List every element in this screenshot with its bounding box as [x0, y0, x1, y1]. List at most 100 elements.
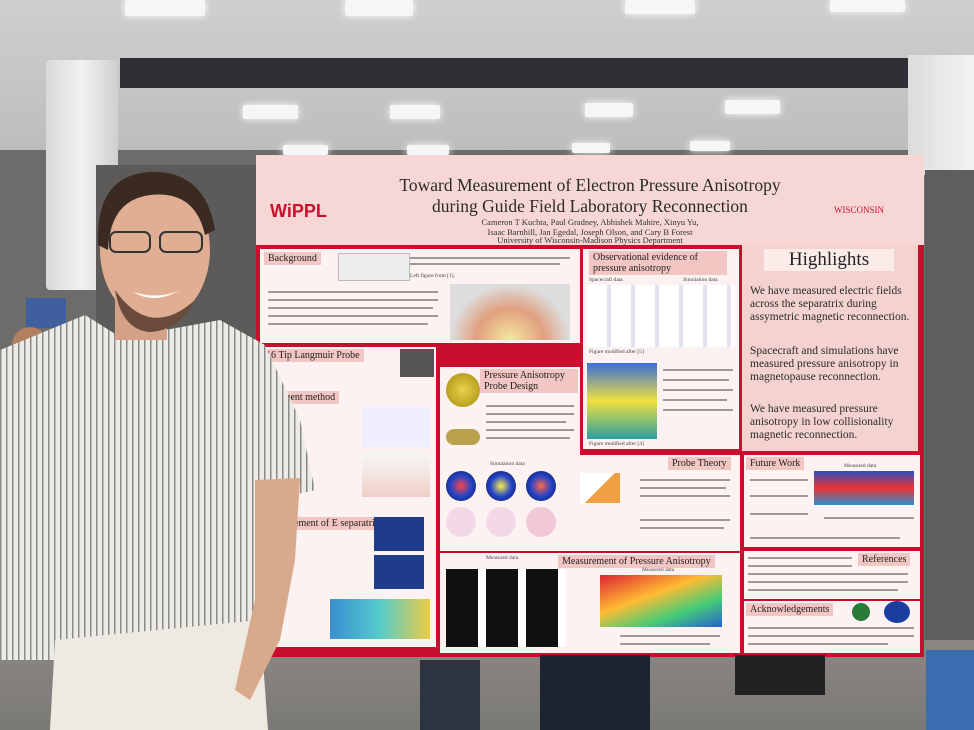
text-line: [663, 409, 733, 411]
figure: [486, 507, 516, 537]
figure: [338, 253, 410, 281]
highlight-item: We have measured pressure anisotropy in …: [750, 403, 894, 441]
arm: [235, 478, 300, 700]
text-line: [748, 557, 852, 559]
shirt: [0, 315, 315, 660]
observational-panel: Observational evidence of pressure aniso…: [583, 249, 739, 449]
figure: [362, 453, 430, 497]
figure: [374, 555, 424, 589]
figure: [446, 429, 480, 445]
figure-label: Spacecraft data: [589, 277, 623, 283]
text-line: [620, 635, 720, 637]
text-line: [748, 581, 908, 583]
text-line: [663, 369, 733, 371]
background-person: [540, 655, 650, 730]
text-line: [410, 257, 570, 259]
text-line: [750, 495, 808, 497]
figure: [587, 363, 657, 439]
logo: [884, 601, 910, 623]
ceiling-light: [725, 100, 780, 114]
poster-title: Toward Measurement of Electron Pressure …: [399, 175, 781, 195]
text-line: [640, 479, 730, 481]
text-line: [748, 589, 898, 591]
section-heading: Pressure Anisotropy Probe Design: [480, 369, 578, 393]
ceiling-light: [390, 105, 440, 119]
text-line: [750, 479, 808, 481]
text-line: [663, 399, 727, 401]
references-panel: References: [744, 551, 920, 599]
face: [100, 178, 210, 322]
ceiling-light: [690, 141, 730, 151]
authors: Isaac Barnhill, Jan Egedal, Joseph Olson…: [487, 227, 693, 237]
ceiling-light: [125, 0, 205, 16]
highlight-item: Spacecraft and simulations have measured…: [750, 345, 899, 383]
text-line: [748, 635, 914, 637]
figure: [400, 349, 434, 377]
text-line: [748, 573, 908, 575]
probe-design-panel: Pressure Anisotropy Probe Design: [440, 367, 580, 457]
text-line: [486, 421, 566, 423]
highlight-item: We have measured electric fields across …: [750, 285, 910, 323]
figure: [446, 569, 566, 647]
figure: [600, 575, 722, 627]
figure: [330, 599, 430, 639]
authors: Cameron T Kuchta, Paul Gradney, Abhishek…: [481, 217, 699, 227]
pants: [50, 620, 268, 730]
background-panel: Background Left figure from [1].: [260, 249, 580, 343]
text-line: [268, 307, 433, 309]
figure-label: Simulation data: [683, 277, 718, 283]
text-line: [486, 437, 570, 439]
poster-header: WiPPL WISCONSIN Toward Measurement of El…: [256, 155, 924, 245]
future-work-panel: Future Work Measured data: [744, 455, 920, 547]
section-heading: Measurement of Pressure Anisotropy: [558, 555, 715, 568]
text-line: [410, 263, 560, 265]
logo-left: WiPPL: [270, 201, 327, 221]
poster-title: during Guide Field Laboratory Reconnecti…: [432, 196, 748, 216]
figure: [446, 471, 476, 501]
glasses: [109, 231, 151, 253]
section-heading: Background: [264, 252, 321, 265]
ceiling-beam: [120, 58, 974, 88]
figure: [587, 285, 735, 347]
text-line: [750, 537, 900, 539]
section-heading: Future Work: [746, 457, 805, 470]
ceiling-light: [625, 0, 695, 14]
text-line: [748, 565, 852, 567]
ceiling-light: [585, 103, 633, 117]
text-line: [486, 429, 574, 431]
ceiling-light: [407, 145, 449, 155]
figure: [526, 507, 556, 537]
caption: Figure modified after [4]: [589, 441, 644, 447]
section-heading: Probe Theory: [668, 457, 731, 470]
ceiling-light: [830, 0, 905, 12]
text-line: [640, 519, 730, 521]
figure: [374, 517, 424, 551]
poster: WiPPL WISCONSIN Toward Measurement of El…: [256, 155, 924, 657]
text-line: [268, 299, 438, 301]
section-heading: 16 Tip Langmuir Probe: [262, 349, 364, 362]
text-line: [640, 527, 724, 529]
figure: [446, 507, 476, 537]
acknowledgements-panel: Acknowledgements: [744, 601, 920, 653]
background-person: [735, 655, 825, 695]
smile: [133, 290, 180, 299]
logo-right: WISCONSIN: [834, 205, 885, 215]
section-heading: ement of E separatrix: [290, 517, 384, 530]
text-line: [268, 323, 428, 325]
beard: [115, 290, 195, 332]
left-column-panel: 16 Tip Langmuir Probe surement method em…: [260, 347, 436, 647]
text-line: [486, 405, 574, 407]
booth-wall: [925, 170, 974, 640]
figure: [486, 471, 516, 501]
measurement-panel: Measurement of Pressure Anisotropy Measu…: [440, 553, 740, 653]
ceiling-light: [243, 105, 298, 119]
text-line: [663, 389, 733, 391]
section-heading: Highlights: [764, 249, 894, 271]
text-line: [268, 291, 438, 293]
floor-mat: [926, 650, 974, 730]
text-line: [824, 517, 914, 519]
caption: Figure modified after [5]: [589, 349, 644, 355]
glasses: [159, 231, 203, 253]
text-line: [750, 513, 808, 515]
section-heading: References: [858, 553, 911, 566]
